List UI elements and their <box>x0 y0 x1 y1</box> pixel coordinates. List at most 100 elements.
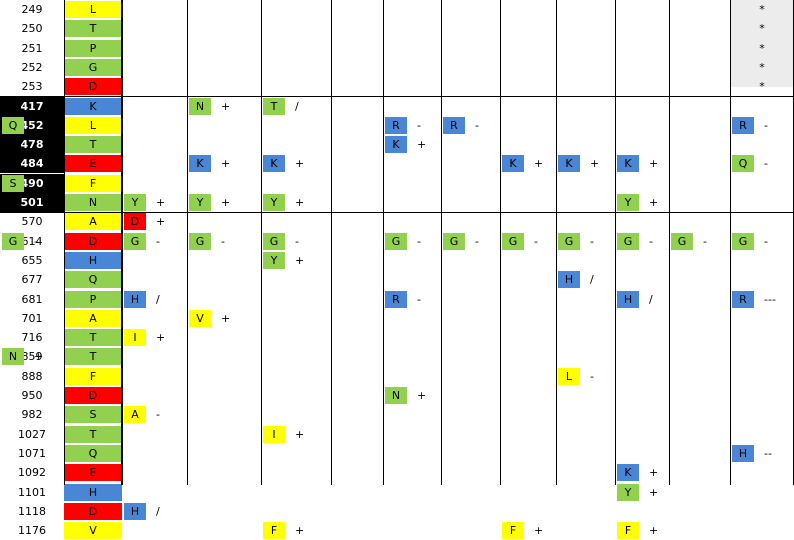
variant-cell: D + <box>122 212 178 231</box>
variant-residue: N <box>385 387 407 404</box>
table-row: 701 A V + <box>0 309 794 328</box>
variant-residue: G <box>732 232 754 250</box>
charge-change-symbol: + <box>156 331 166 345</box>
variant-cell: G- <box>187 232 243 251</box>
variant-residue: H <box>732 444 754 462</box>
charge-change-symbol: + <box>417 389 427 402</box>
variant-residue: H <box>558 271 580 289</box>
table-row: 490 F S - <box>0 173 794 193</box>
variant-cell: Q- <box>0 116 56 135</box>
reference-residue: E <box>64 155 122 173</box>
variant-cell: Q- <box>730 154 786 173</box>
charge-change-symbol: - <box>221 234 225 248</box>
charge-change-symbol: + <box>221 157 231 171</box>
charge-change-symbol: + <box>649 466 659 480</box>
variant-residue: H <box>124 502 146 520</box>
variant-cell: Y + <box>261 193 317 212</box>
variant-residue: G <box>124 232 146 250</box>
variant-residue: K <box>558 155 580 173</box>
variant-cell: R- <box>441 116 497 135</box>
variant-cell: R- <box>383 116 439 135</box>
variant-residue: Y <box>263 251 285 269</box>
charge-change-symbol: - <box>764 157 768 171</box>
table-row: 1176 V F + F + F + <box>0 521 794 540</box>
table-row: 655 H Y + <box>0 251 794 270</box>
variant-residue: A <box>124 406 146 424</box>
position-number: 655 <box>21 253 43 267</box>
variant-cell: K + <box>383 135 439 154</box>
variant-residue: Y <box>263 194 285 211</box>
charge-change-symbol: + <box>534 157 544 171</box>
variant-cell: G- <box>383 232 439 251</box>
table-row: 484 E K + K + K + K + K + Q - <box>0 154 794 174</box>
charge-change-symbol: + <box>156 215 166 229</box>
charge-change-symbol: - <box>34 234 38 248</box>
variant-cell: N + <box>187 97 243 116</box>
table-row: 859 T N + <box>0 347 794 366</box>
variant-residue: G <box>443 232 465 250</box>
table-row: 417 K N + T / <box>0 96 794 116</box>
variant-cell: G- <box>669 232 725 251</box>
variant-residue: R <box>443 116 465 134</box>
table-row: 501 N Y + Y + Y + Y + <box>0 193 794 212</box>
variant-residue: R <box>732 116 754 134</box>
reference-residue: T <box>64 329 122 347</box>
reference-residue: N <box>64 194 122 211</box>
column-divider <box>187 0 188 485</box>
charge-change-symbol: / <box>295 99 299 113</box>
position-number: 1027 <box>18 427 46 441</box>
reference-residue: T <box>64 425 122 443</box>
reference-residue: S <box>64 406 122 424</box>
variant-residue: R <box>732 290 754 308</box>
charge-change-symbol: / <box>156 292 160 306</box>
table-row: 252 G * <box>0 58 794 77</box>
variant-cell: H / <box>556 270 612 289</box>
reference-residue: Q <box>64 271 122 289</box>
reference-residue: F <box>64 367 122 385</box>
position-number: 1071 <box>18 446 46 460</box>
charge-change-symbol: --- <box>764 292 776 306</box>
deletion-marker: * <box>759 41 765 55</box>
position-number: 950 <box>21 389 43 402</box>
charge-change-symbol: - <box>417 234 421 248</box>
table-row: 1092 E K + <box>0 463 794 482</box>
variant-residue: N <box>189 97 211 115</box>
variant-residue: K <box>502 155 524 173</box>
charge-change-symbol: - <box>590 369 594 383</box>
reference-residue: A <box>64 213 122 231</box>
charge-change-symbol: + <box>649 196 659 209</box>
variant-cell: G- <box>556 232 612 251</box>
charge-change-symbol: - <box>590 234 594 248</box>
variant-cell: H / <box>122 290 178 309</box>
variant-cell: R- <box>730 116 786 135</box>
column-divider <box>331 0 332 485</box>
reference-residue: P <box>64 39 122 57</box>
position-number: 859 <box>21 350 43 364</box>
charge-change-symbol: + <box>649 485 659 499</box>
column-divider <box>730 0 731 485</box>
variant-residue: G <box>617 232 639 250</box>
variant-residue: G <box>671 232 693 250</box>
deletion-marker: * <box>759 22 765 36</box>
position-number: 614 <box>21 234 43 248</box>
variant-cell: R- <box>383 290 439 309</box>
table-row: 570 A D + <box>0 212 794 231</box>
column-divider <box>261 0 262 485</box>
variant-cell: V + <box>187 309 243 328</box>
shaded-deletion-column <box>731 0 794 87</box>
variant-residue: K <box>189 155 211 173</box>
charge-change-symbol: - <box>649 234 653 248</box>
reference-residue: A <box>64 309 122 327</box>
charge-change-symbol: + <box>221 196 231 209</box>
column-divider <box>64 0 65 485</box>
charge-change-symbol: - <box>417 118 421 132</box>
reference-residue: H <box>64 251 122 269</box>
charge-change-symbol: + <box>295 196 305 209</box>
variant-cell: F + <box>261 521 317 540</box>
variant-residue: N <box>2 348 24 366</box>
variant-residue: F <box>617 522 639 540</box>
charge-change-symbol: - <box>475 234 479 248</box>
table-row: 249 L * <box>0 0 794 19</box>
variant-cell: R --- <box>730 290 786 309</box>
